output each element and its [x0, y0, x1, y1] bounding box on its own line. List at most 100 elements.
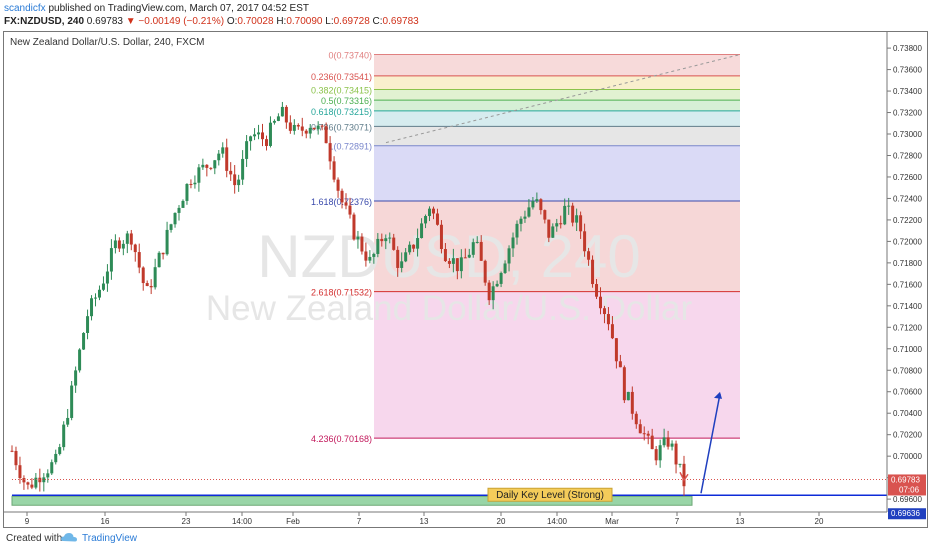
- fib-level-label: 0.5(0.73316): [321, 96, 372, 106]
- price-tick-label: 0.72600: [893, 173, 922, 182]
- price-tick-label: 0.72800: [893, 151, 922, 160]
- candle-body: [420, 223, 424, 239]
- price-chart[interactable]: 0(0.73740)0.236(0.73541)0.382(0.73415)0.…: [4, 32, 927, 527]
- candle-body: [372, 253, 376, 257]
- candle-body: [304, 130, 308, 134]
- candle-body: [70, 385, 74, 418]
- drawings[interactable]: [12, 391, 887, 494]
- candle-body: [408, 244, 412, 253]
- candle-body: [670, 443, 674, 447]
- fib-trend-line[interactable]: [385, 54, 741, 144]
- time-tick-label: Feb: [286, 517, 300, 526]
- key-level-zone[interactable]: Daily Key Level (Strong): [11, 487, 887, 506]
- footer: Created with TradingView: [0, 528, 932, 550]
- candle-body: [86, 316, 90, 333]
- candle-body: [245, 141, 249, 159]
- candle-body: [197, 167, 201, 183]
- candle-body: [622, 367, 626, 401]
- time-tick-label: 14:00: [547, 517, 568, 526]
- watermark-name: New Zealand Dollar/U.S. Dollar: [206, 289, 693, 328]
- candle-body: [583, 231, 587, 252]
- candle-body: [165, 229, 169, 255]
- candle-body: [90, 298, 94, 317]
- candle-body: [563, 205, 567, 225]
- candle-body: [264, 139, 268, 146]
- candle-body: [503, 263, 507, 273]
- price-tick-label: 0.70600: [893, 388, 922, 397]
- candle-body: [78, 349, 82, 371]
- candle-body: [507, 248, 511, 264]
- candle-body: [229, 170, 233, 175]
- candle-body: [479, 241, 483, 261]
- down-arrow-icon: ▼: [125, 16, 136, 27]
- fib-level-label: 0.786(0.73071): [311, 122, 372, 132]
- fibonacci-extension[interactable]: 0(0.73740)0.236(0.73541)0.382(0.73415)0.…: [311, 51, 741, 445]
- candle-body: [117, 240, 121, 249]
- up-arrow-head-icon: [714, 391, 722, 399]
- candle-body: [22, 478, 26, 483]
- candle-body: [547, 219, 551, 238]
- time-tick-label: 20: [815, 517, 824, 526]
- candle-body: [205, 164, 209, 168]
- candle-body: [630, 391, 634, 414]
- candle-body: [511, 237, 515, 249]
- candle-body: [332, 161, 336, 180]
- candle-body: [320, 125, 324, 127]
- candle-body: [404, 252, 408, 262]
- candle-body: [598, 296, 602, 309]
- candle-body: [300, 126, 304, 131]
- fib-band: [374, 201, 740, 292]
- candle-body: [618, 361, 622, 368]
- candle-body: [50, 462, 54, 474]
- candle-body: [288, 122, 292, 131]
- candle-body: [46, 473, 50, 478]
- candle-body: [177, 207, 181, 213]
- candle-countdown: 07:06: [899, 485, 920, 494]
- candle-body: [626, 391, 630, 401]
- candle-body: [559, 223, 563, 225]
- candle-body: [567, 205, 571, 207]
- time-tick-label: 14:00: [232, 517, 253, 526]
- tradingview-brand[interactable]: TradingView: [82, 533, 138, 544]
- time-tick-label: 20: [497, 517, 506, 526]
- fib-band: [374, 89, 740, 101]
- up-arrow-line[interactable]: [700, 393, 721, 494]
- candle-body: [54, 453, 58, 463]
- time-axis[interactable]: 9 16 23 14:00 Feb 7 13 20 14:00 Mar 7 13 20: [4, 511, 887, 526]
- last-price: 0.69783: [86, 16, 123, 27]
- candles: [10, 101, 686, 496]
- price-tick-label: 0.71000: [893, 345, 922, 354]
- candle-body: [292, 124, 296, 131]
- candle-body: [62, 424, 66, 448]
- candle-body: [161, 252, 165, 255]
- candle-body: [221, 147, 225, 154]
- candle-body: [328, 143, 332, 162]
- candle-body: [356, 236, 360, 240]
- candle-body: [435, 213, 439, 225]
- author-link[interactable]: scandicfx: [4, 3, 46, 14]
- price-axis[interactable]: 0.73800 0.73600 0.73400 0.73200 0.73000 0.728…: [886, 32, 926, 520]
- candle-body: [94, 297, 98, 299]
- price-tick-label: 0.72000: [893, 237, 922, 246]
- price-tick-label: 0.71600: [893, 280, 922, 289]
- candle-body: [173, 212, 177, 225]
- support-zone[interactable]: [11, 495, 693, 506]
- candle-body: [201, 164, 205, 168]
- candle-body: [475, 241, 479, 243]
- candle-body: [209, 167, 213, 169]
- candle-body: [34, 477, 38, 488]
- price-tick-label: 0.73800: [893, 44, 922, 53]
- candle-body: [662, 437, 666, 446]
- candle-body: [241, 158, 245, 180]
- current-price-tag: [888, 474, 926, 496]
- candle-body: [233, 174, 237, 186]
- candle-body: [105, 271, 109, 284]
- candle-body: [217, 153, 221, 161]
- candle-body: [491, 286, 495, 301]
- candle-body: [348, 205, 352, 215]
- fib-band: [374, 126, 740, 146]
- close-label: C:: [372, 16, 383, 27]
- candle-body: [344, 202, 348, 206]
- candle-body: [412, 244, 416, 249]
- low-value: 0.69728: [333, 16, 370, 27]
